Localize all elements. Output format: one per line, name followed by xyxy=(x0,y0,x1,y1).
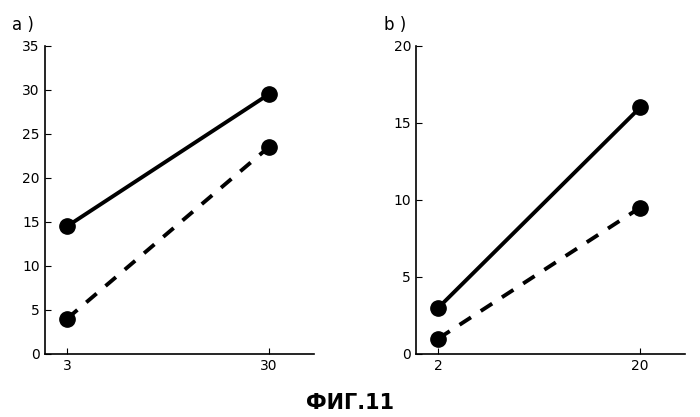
Text: a ): a ) xyxy=(13,15,34,33)
Text: ФИГ.11: ФИГ.11 xyxy=(306,393,394,413)
Text: b ): b ) xyxy=(384,15,406,33)
